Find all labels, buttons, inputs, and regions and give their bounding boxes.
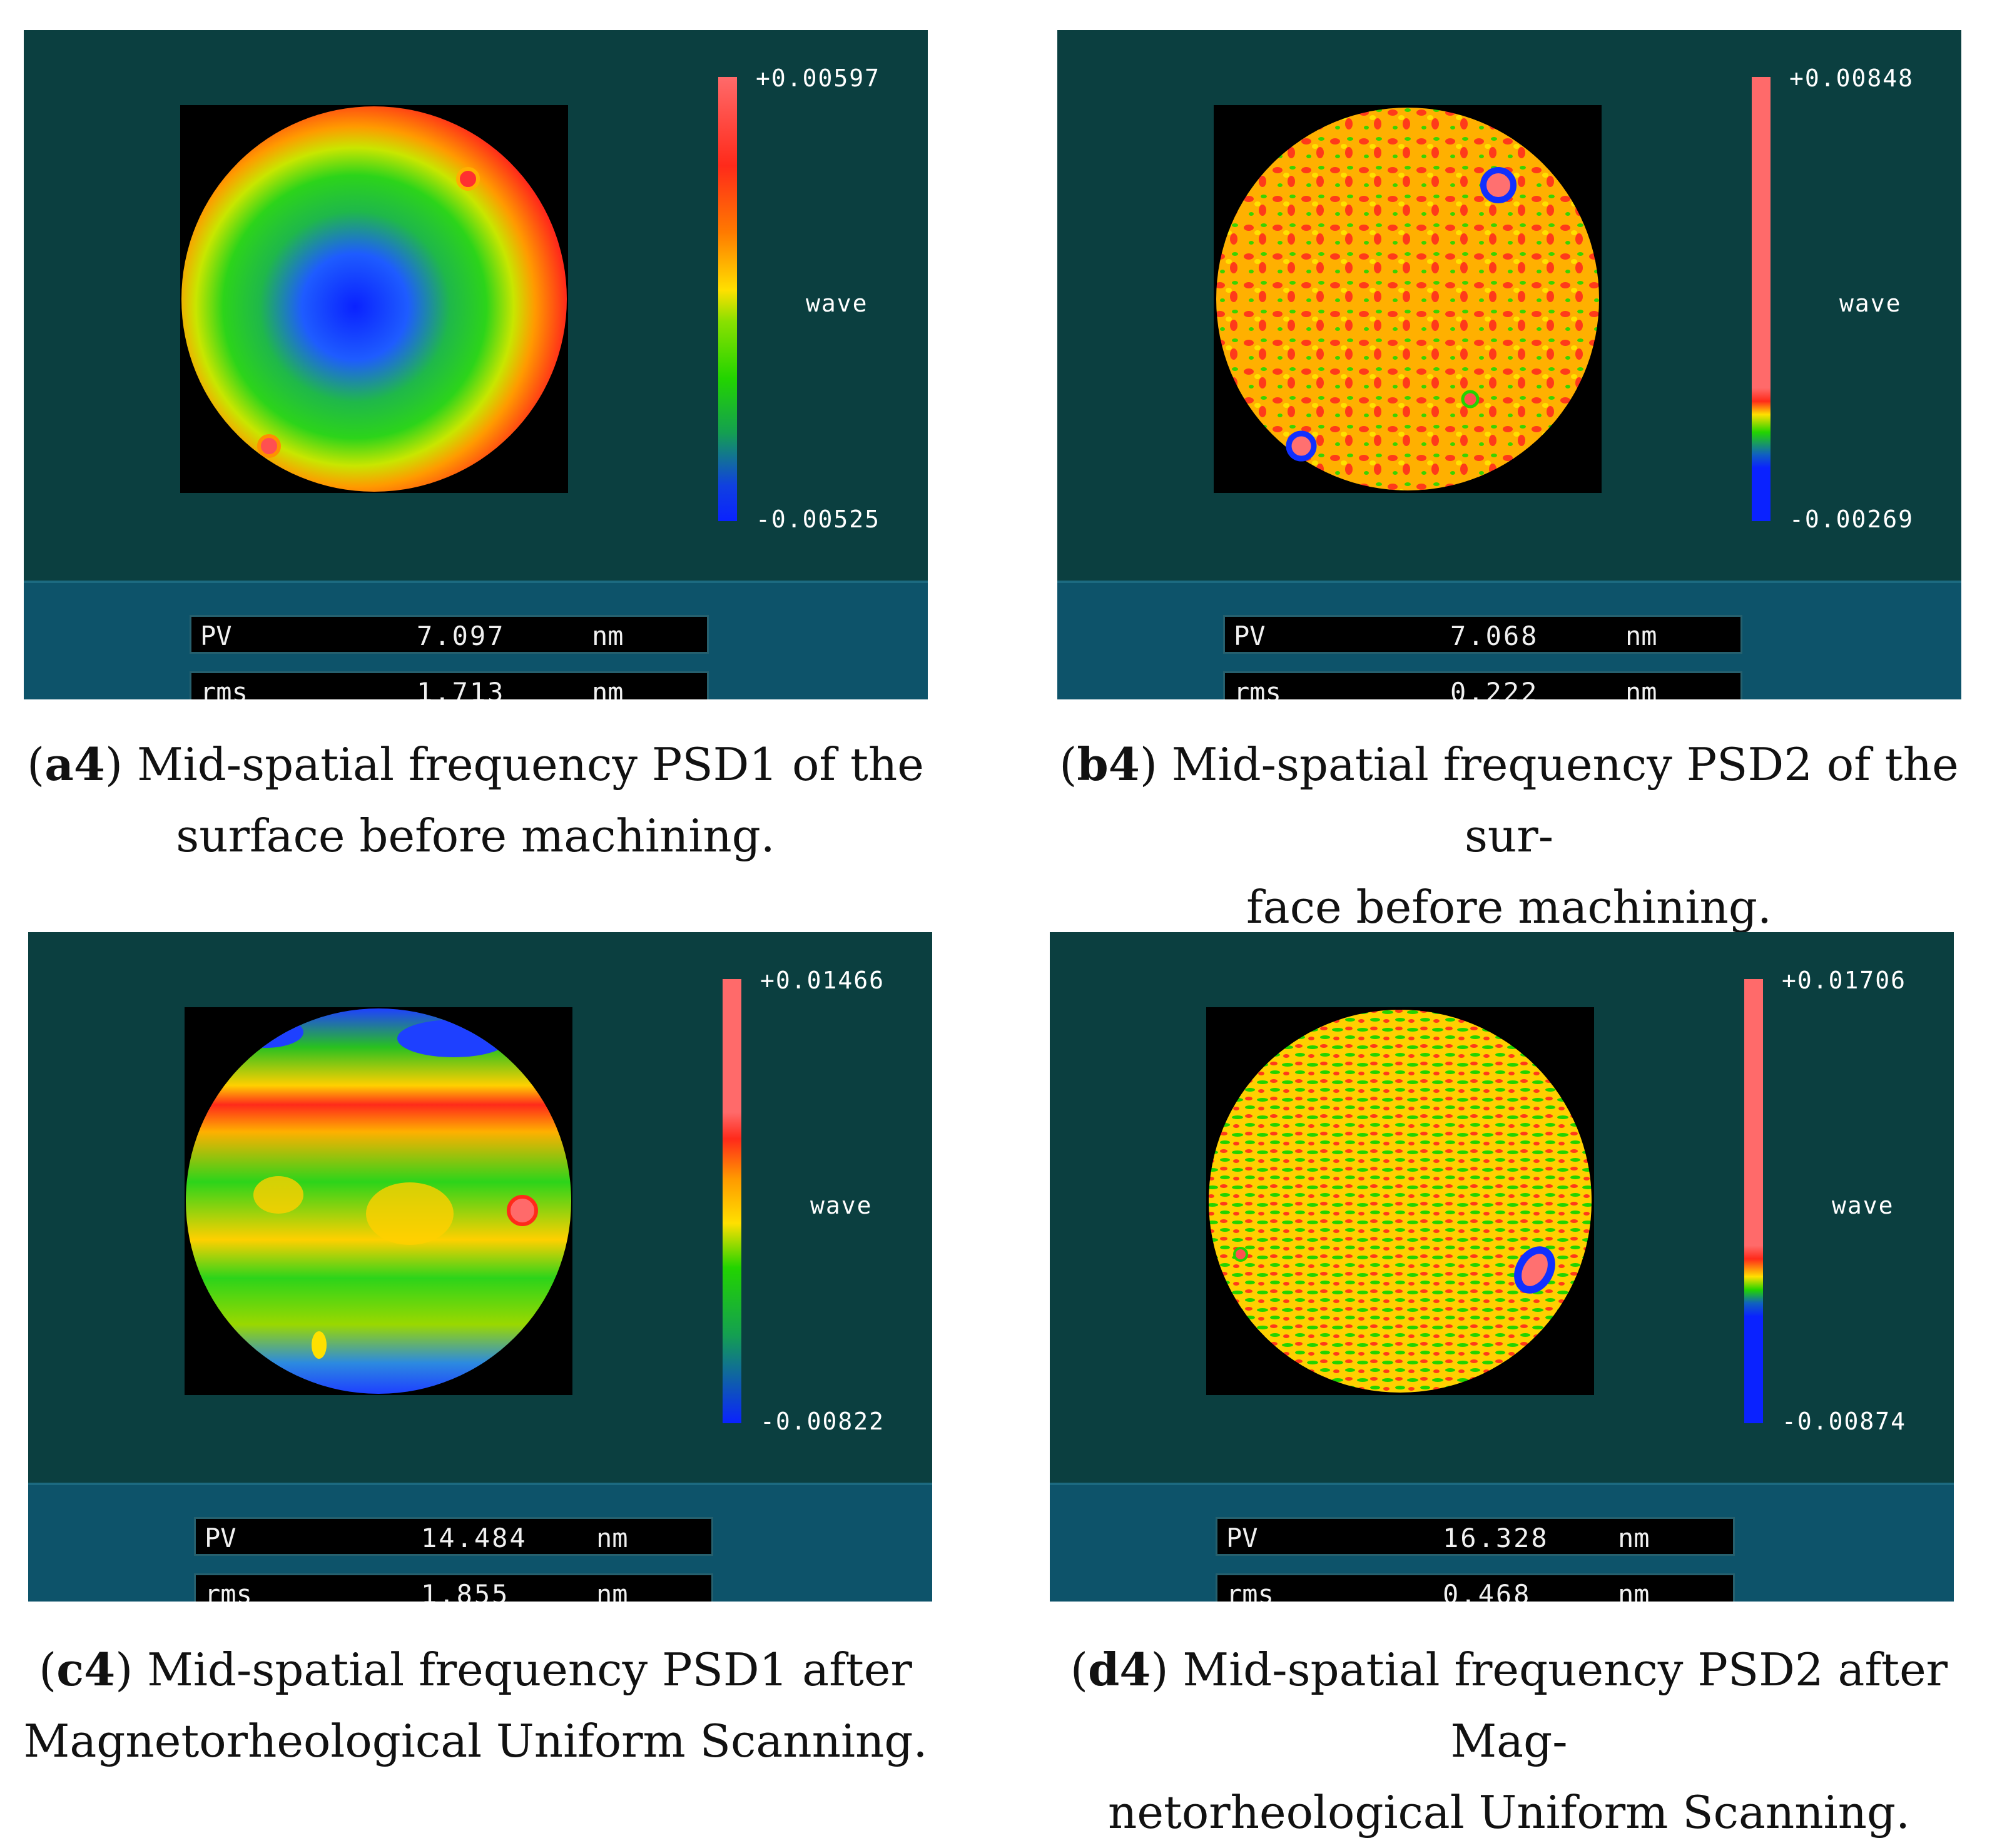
pv-label: PV xyxy=(1226,1523,1258,1553)
pv-readout: PV 7.068 nm xyxy=(1223,615,1742,654)
pv-readout: PV 7.097 nm xyxy=(190,615,709,654)
surface-map-b4 xyxy=(1214,105,1602,493)
caption-tag: b4 xyxy=(1077,738,1140,791)
rms-value: 1.855 xyxy=(421,1579,510,1602)
caption-line-1: (c4) Mid-spatial frequency PSD1 after xyxy=(39,1643,912,1696)
colorbar-unit: wave xyxy=(806,290,868,317)
pv-value: 7.068 xyxy=(1450,621,1539,651)
colorbar-unit: wave xyxy=(810,1192,873,1219)
caption-c4: (c4) Mid-spatial frequency PSD1 after Ma… xyxy=(0,1634,963,1777)
screenshot-c4: +0.01466 wave -0.00822 PV 14.484 nm rms … xyxy=(28,932,932,1602)
screenshot-b4: +0.00848 wave -0.00269 PV 7.068 nm rms 0… xyxy=(1057,30,1961,699)
caption-tag: d4 xyxy=(1088,1643,1151,1696)
surface-map-a4 xyxy=(180,105,568,493)
caption-tag: c4 xyxy=(56,1643,116,1696)
figure-panel-d4: +0.01706 wave -0.00874 PV 16.328 nm rms … xyxy=(1050,932,1954,1602)
rms-unit: nm xyxy=(596,1579,628,1602)
colorbar-min: -0.00269 xyxy=(1789,505,1914,533)
pv-label: PV xyxy=(200,621,232,651)
surface-disk xyxy=(181,106,567,492)
colorbar-min: -0.00822 xyxy=(760,1408,885,1435)
rms-readout: rms 0.468 nm xyxy=(1216,1573,1735,1602)
pv-value: 7.097 xyxy=(417,621,506,651)
colorbar-unit: wave xyxy=(1832,1192,1894,1219)
colorbar-max: +0.00848 xyxy=(1789,64,1914,92)
surface-disk xyxy=(1209,1010,1592,1393)
pv-label: PV xyxy=(1234,621,1266,651)
caption-tag: a4 xyxy=(44,738,105,791)
rms-value: 0.468 xyxy=(1443,1579,1532,1602)
figure-panel-b4: +0.00848 wave -0.00269 PV 7.068 nm rms 0… xyxy=(1057,30,1961,699)
caption-a4: (a4) Mid-spatial frequency PSD1 of the s… xyxy=(0,729,963,871)
rms-label: rms xyxy=(200,677,248,699)
defect-ring xyxy=(1480,167,1517,203)
colorbar xyxy=(1744,979,1763,1423)
colorbar-min: -0.00874 xyxy=(1782,1408,1907,1435)
pv-label: PV xyxy=(205,1523,236,1553)
caption-line-2: Magnetorheological Uniform Scanning. xyxy=(23,1715,928,1767)
colorbar-min: -0.00525 xyxy=(756,505,881,533)
pv-readout: PV 14.484 nm xyxy=(194,1517,713,1556)
surface-disk xyxy=(1216,108,1599,490)
caption-line-2: face before machining. xyxy=(1246,881,1772,933)
surface-map-d4 xyxy=(1206,1007,1594,1395)
defect-spot xyxy=(507,1195,538,1226)
rms-label: rms xyxy=(1234,677,1281,699)
rms-readout: rms 1.855 nm xyxy=(194,1573,713,1602)
figure-panel-a4: +0.00597 wave -0.00525 PV 7.097 nm rms 1… xyxy=(24,30,928,699)
caption-line-1: (a4) Mid-spatial frequency PSD1 of the xyxy=(27,738,924,791)
caption-b4: (b4) Mid-spatial frequency PSD2 of the s… xyxy=(1021,729,1997,943)
rms-label: rms xyxy=(1226,1579,1274,1602)
defect-spot xyxy=(1461,390,1480,409)
caption-line-1: (b4) Mid-spatial frequency PSD2 of the s… xyxy=(1059,738,1959,862)
rms-unit: nm xyxy=(1625,677,1657,699)
screenshot-a4: +0.00597 wave -0.00525 PV 7.097 nm rms 1… xyxy=(24,30,928,699)
caption-text: ) Mid-spatial frequency PSD1 after xyxy=(115,1643,912,1696)
pv-unit: nm xyxy=(1618,1523,1650,1553)
pv-value: 16.328 xyxy=(1443,1523,1549,1553)
caption-line-1: (d4) Mid-spatial frequency PSD2 after Ma… xyxy=(1070,1643,1948,1767)
colorbar xyxy=(723,979,741,1423)
colorbar-max: +0.00597 xyxy=(756,64,881,92)
defect-ring xyxy=(1286,430,1317,462)
colorbar xyxy=(718,77,737,521)
map-area: +0.00597 wave -0.00525 xyxy=(24,30,928,581)
caption-text: ) Mid-spatial frequency PSD2 of the sur- xyxy=(1139,738,1959,862)
defect-spot xyxy=(456,167,480,191)
map-area: +0.01466 wave -0.00822 xyxy=(28,932,932,1483)
rms-readout: rms 0.222 nm xyxy=(1223,671,1742,699)
defect-spot xyxy=(1233,1247,1248,1262)
defect-ring xyxy=(1514,1246,1555,1294)
pv-unit: nm xyxy=(1625,621,1657,651)
defect-spot xyxy=(257,434,281,458)
caption-line-2: surface before machining. xyxy=(176,810,775,862)
pv-unit: nm xyxy=(592,621,624,651)
colorbar-max: +0.01466 xyxy=(760,967,885,994)
caption-d4: (d4) Mid-spatial frequency PSD2 after Ma… xyxy=(1021,1634,1997,1848)
rms-unit: nm xyxy=(592,677,624,699)
map-area: +0.01706 wave -0.00874 xyxy=(1050,932,1954,1483)
pv-readout: PV 16.328 nm xyxy=(1216,1517,1735,1556)
caption-text: ) Mid-spatial frequency PSD1 of the xyxy=(104,738,924,791)
pv-value: 14.484 xyxy=(421,1523,527,1553)
surface-map-c4 xyxy=(185,1007,572,1395)
defect-spot xyxy=(312,1331,327,1359)
map-area: +0.00848 wave -0.00269 xyxy=(1057,30,1961,581)
rms-value: 1.713 xyxy=(417,677,506,699)
rms-readout: rms 1.713 nm xyxy=(190,671,709,699)
screenshot-d4: +0.01706 wave -0.00874 PV 16.328 nm rms … xyxy=(1050,932,1954,1602)
rms-value: 0.222 xyxy=(1450,677,1539,699)
colorbar xyxy=(1752,77,1771,521)
figure-panel-c4: +0.01466 wave -0.00822 PV 14.484 nm rms … xyxy=(28,932,932,1602)
rms-unit: nm xyxy=(1618,1579,1650,1602)
caption-line-2: netorheological Uniform Scanning. xyxy=(1107,1786,1910,1839)
colorbar-unit: wave xyxy=(1839,290,1902,317)
rms-label: rms xyxy=(205,1579,252,1602)
colorbar-max: +0.01706 xyxy=(1782,967,1907,994)
pv-unit: nm xyxy=(596,1523,628,1553)
caption-text: ) Mid-spatial frequency PSD2 after Mag- xyxy=(1151,1643,1948,1767)
